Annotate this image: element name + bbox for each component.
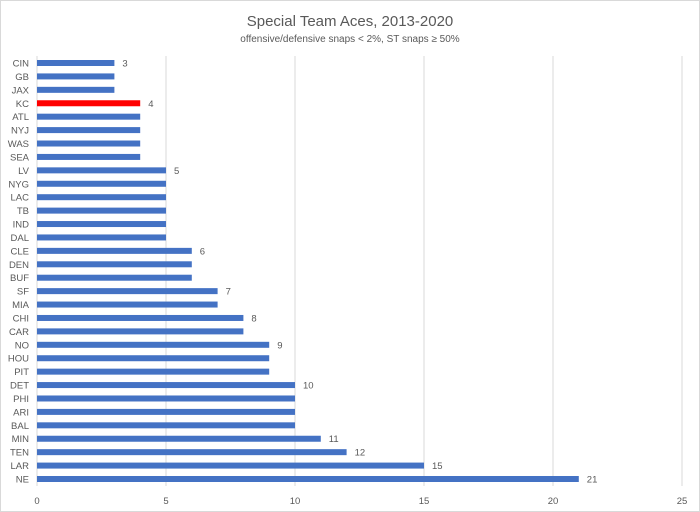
bar-ne bbox=[37, 476, 579, 482]
y-tick-label: KC bbox=[16, 99, 29, 110]
y-tick-label: NYJ bbox=[11, 126, 29, 137]
y-tick-label: CLE bbox=[11, 246, 29, 257]
data-label: 8 bbox=[251, 313, 256, 324]
bar-jax bbox=[37, 86, 115, 93]
bar-nyg bbox=[37, 180, 166, 187]
y-tick-label: NYG bbox=[8, 179, 29, 190]
bar-min bbox=[37, 435, 321, 442]
data-label: 9 bbox=[277, 340, 282, 351]
y-tick-label: BUF bbox=[10, 273, 29, 284]
y-tick-label: GB bbox=[15, 72, 29, 83]
y-tick-label: PHI bbox=[13, 394, 29, 405]
data-label: 11 bbox=[329, 434, 339, 445]
bar-lar bbox=[37, 462, 424, 469]
x-tick-label: 15 bbox=[419, 496, 430, 507]
bar-cle bbox=[37, 247, 192, 254]
y-tick-label: MIN bbox=[12, 434, 30, 445]
chart-subtitle: offensive/defensive snaps < 2%, ST snaps… bbox=[240, 34, 460, 45]
y-tick-label: ARI bbox=[13, 407, 29, 418]
bar-den bbox=[37, 261, 192, 268]
y-tick-label: DEN bbox=[9, 260, 29, 271]
y-tick-label: SEA bbox=[10, 152, 30, 163]
x-tick-label: 5 bbox=[163, 496, 168, 507]
bar-kc bbox=[37, 100, 141, 107]
bar-phi bbox=[37, 395, 295, 402]
data-label: 21 bbox=[587, 475, 598, 486]
y-tick-label: IND bbox=[13, 220, 30, 231]
x-tick-label: 10 bbox=[290, 496, 301, 507]
y-tick-label: NE bbox=[16, 475, 29, 486]
y-tick-label: LAR bbox=[11, 461, 30, 472]
bar-lac bbox=[37, 194, 166, 201]
bar-lv bbox=[37, 167, 166, 174]
data-label: 10 bbox=[303, 381, 314, 392]
y-tick-label: WAS bbox=[8, 139, 29, 150]
x-tick-label: 20 bbox=[548, 496, 559, 507]
y-tick-label: LV bbox=[18, 166, 30, 177]
bar-cin bbox=[37, 60, 115, 66]
y-tick-label: DET bbox=[10, 381, 29, 392]
y-tick-label: PIT bbox=[14, 367, 29, 378]
bar-tb bbox=[37, 207, 166, 214]
bar-sea bbox=[37, 153, 141, 160]
bar-bal bbox=[37, 422, 295, 429]
bar-pit bbox=[37, 368, 270, 375]
bar-det bbox=[37, 382, 295, 389]
data-label: 5 bbox=[174, 166, 179, 177]
bar-gb bbox=[37, 73, 115, 80]
data-label: 7 bbox=[226, 287, 231, 298]
bar-no bbox=[37, 341, 270, 348]
y-tick-label: BAL bbox=[11, 421, 29, 432]
bar-was bbox=[37, 140, 141, 147]
bar-car bbox=[37, 328, 244, 335]
bar-sf bbox=[37, 288, 218, 295]
y-tick-label: CHI bbox=[13, 313, 29, 324]
data-label: 4 bbox=[148, 99, 153, 110]
y-tick-label: SF bbox=[17, 287, 29, 298]
y-tick-label: NO bbox=[15, 340, 29, 351]
y-tick-label: JAX bbox=[12, 85, 30, 96]
y-tick-label: DAL bbox=[11, 233, 29, 244]
bar-hou bbox=[37, 355, 270, 362]
bar-ind bbox=[37, 221, 166, 228]
y-tick-label: CIN bbox=[13, 59, 30, 70]
y-tick-label: TEN bbox=[10, 448, 29, 459]
y-tick-label: MIA bbox=[12, 300, 30, 311]
y-tick-label: TB bbox=[17, 206, 29, 217]
bar-dal bbox=[37, 234, 166, 241]
bar-nyj bbox=[37, 127, 141, 134]
bar-mia bbox=[37, 301, 218, 308]
bar-buf bbox=[37, 274, 192, 281]
bar-ari bbox=[37, 408, 295, 415]
x-tick-label: 25 bbox=[677, 496, 688, 507]
data-label: 6 bbox=[200, 246, 205, 257]
data-label: 3 bbox=[122, 59, 127, 70]
y-tick-label: HOU bbox=[8, 354, 29, 365]
y-tick-label: CAR bbox=[9, 327, 29, 338]
y-tick-label: ATL bbox=[12, 112, 29, 123]
data-label: 15 bbox=[432, 461, 443, 472]
bar-atl bbox=[37, 113, 141, 120]
y-tick-label: LAC bbox=[11, 193, 30, 204]
bar-chi bbox=[37, 314, 244, 321]
data-label: 12 bbox=[355, 448, 366, 459]
x-tick-label: 0 bbox=[34, 496, 39, 507]
bar-ten bbox=[37, 449, 347, 456]
chart-title: Special Team Aces, 2013-2020 bbox=[246, 13, 454, 30]
